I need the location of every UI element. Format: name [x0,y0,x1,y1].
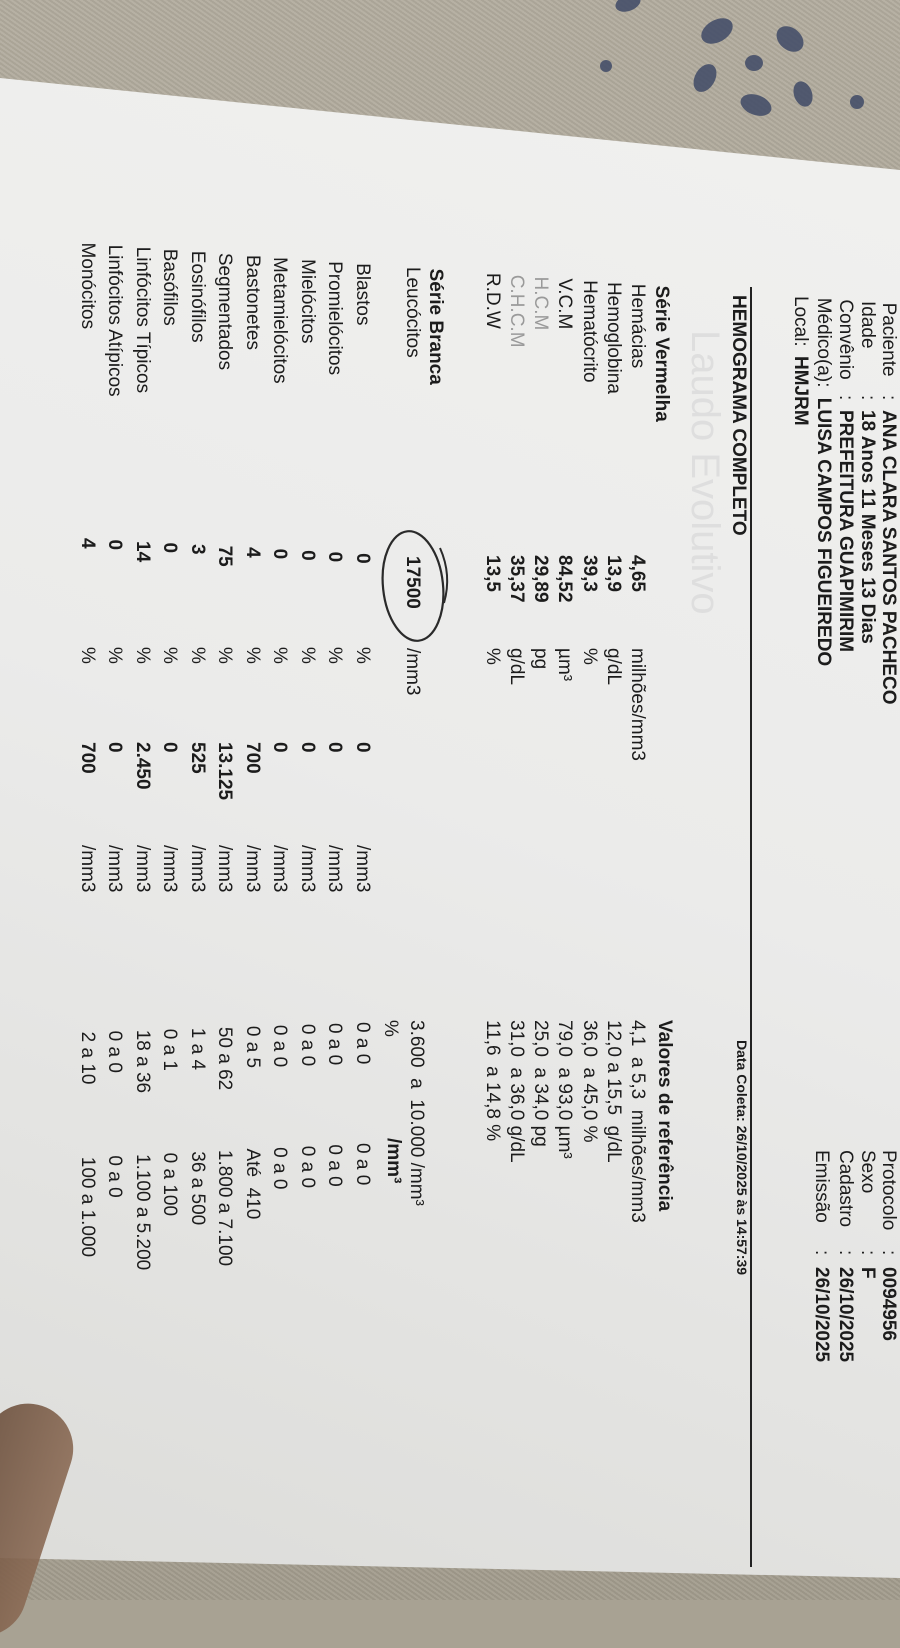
pen-circle-leukocytes [381,530,445,642]
pen-stroke [439,547,449,604]
lab-report-paper [0,78,900,1578]
pen-annotations [381,530,449,642]
